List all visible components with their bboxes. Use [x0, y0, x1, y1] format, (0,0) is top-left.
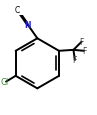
Text: F: F — [79, 38, 84, 47]
Text: Cl: Cl — [1, 77, 9, 86]
Text: N: N — [24, 20, 31, 29]
Text: C: C — [15, 6, 20, 15]
Text: O: O — [4, 0, 11, 1]
Text: F: F — [82, 47, 86, 56]
Text: F: F — [73, 56, 77, 65]
